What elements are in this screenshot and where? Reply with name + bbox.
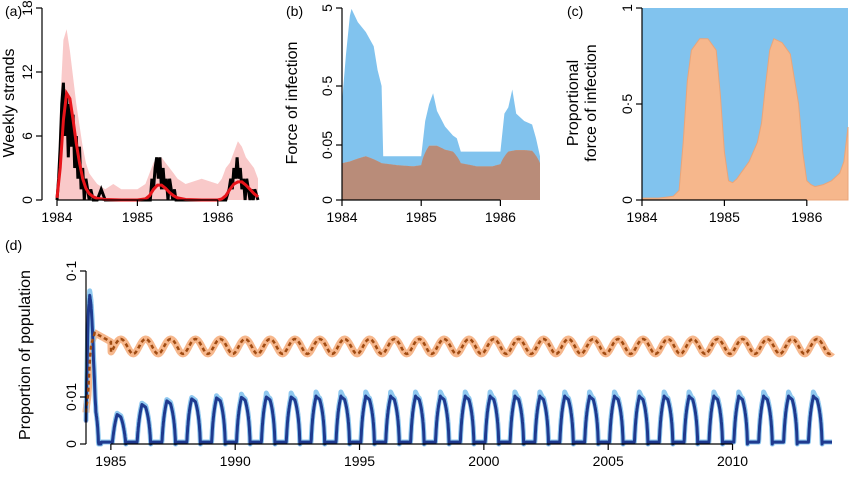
panel-a-y-tick-label: 18	[19, 0, 35, 16]
panel-d-y-tick-label: 0·1	[63, 261, 79, 281]
panel-c-x-tick-label: 1985	[709, 209, 740, 225]
panel-d: (d) Proportion of population 0 0·01 0·1 198…	[5, 237, 836, 469]
panel-a-label: (a)	[5, 3, 22, 19]
panel-d-x-tick-label: 1995	[344, 453, 375, 469]
panel-b-y-tick-label: 0	[319, 196, 335, 204]
panel-b-plot: 0 0·05 0·5 5 1984 1985 1986	[319, 4, 540, 225]
panel-c-x-tick-label: 1986	[791, 209, 822, 225]
panel-d-x-tick-label: 1985	[95, 453, 126, 469]
panel-a-x-tick-label: 1984	[41, 209, 72, 225]
panel-d-x-tick-label: 2000	[468, 453, 499, 469]
panel-a-x-tick-label: 1985	[122, 209, 153, 225]
panel-d-plot: 0 0·01 0·1 1985 1990 1995 2000 2005 2010	[63, 261, 836, 469]
panel-c-y-tick-label: 0·5	[619, 94, 635, 114]
panel-d-label: (d)	[5, 237, 22, 253]
panel-d-x-tick-label: 1990	[220, 453, 251, 469]
panel-c-y-tick-label: 1	[619, 4, 635, 12]
panel-d-y-tick-label: 0·01	[63, 383, 79, 411]
panel-d-x-tick-label: 2010	[717, 453, 748, 469]
panel-a-x-tick-label: 1986	[202, 209, 233, 225]
panel-d-ylabel: Proportion of population	[17, 270, 34, 440]
panel-c-ylabel-line2: force of infection	[583, 44, 600, 161]
panel-b: (b) Force of infection 0 0·05 0·5 5 1984 1985…	[284, 3, 540, 225]
panel-c: (c) Proportional force of infection 0 0·5…	[565, 3, 849, 225]
panel-b-ylabel: Force of infection	[284, 42, 301, 165]
panel-c-plot: 0 0·5 1 1984 1985 1986	[619, 4, 849, 225]
panel-b-label: (b)	[286, 3, 303, 19]
orange-proportion-dashed-line	[84, 331, 834, 413]
panel-b-x-tick-label: 1984	[326, 209, 357, 225]
overlap-force-area	[342, 145, 540, 200]
panel-a-ylabel: Weekly strands	[1, 48, 18, 157]
panel-a-y-tick-label: 12	[19, 64, 35, 80]
panel-a: (a) Weekly strands 0 6 12 18 1984 1985 1986	[1, 0, 260, 225]
model-fit-line	[55, 88, 259, 202]
panel-d-y-tick-label: 0	[63, 440, 79, 448]
panel-a-plot: 0 6 12 18 1984 1985 1986	[19, 0, 260, 225]
panel-b-y-tick-label: 0·05	[319, 131, 335, 159]
panel-b-y-tick-label: 0·5	[319, 76, 335, 96]
panel-b-y-tick-label: 5	[319, 4, 335, 12]
panel-b-x-tick-label: 1985	[406, 209, 437, 225]
panel-b-x-tick-label: 1986	[485, 209, 516, 225]
panel-a-y-tick-label: 0	[19, 196, 35, 204]
orange-share-area	[641, 38, 849, 201]
panel-d-x-tick-label: 2005	[593, 453, 624, 469]
panel-c-label: (c)	[567, 3, 583, 19]
panel-a-y-tick-label: 6	[19, 132, 35, 140]
panel-c-ylabel-line1: Proportional	[565, 60, 582, 146]
panel-c-y-tick-label: 0	[619, 196, 635, 204]
blue-force-area	[342, 8, 540, 201]
panel-c-x-tick-label: 1984	[626, 209, 657, 225]
blue-proportion-line	[84, 293, 834, 446]
